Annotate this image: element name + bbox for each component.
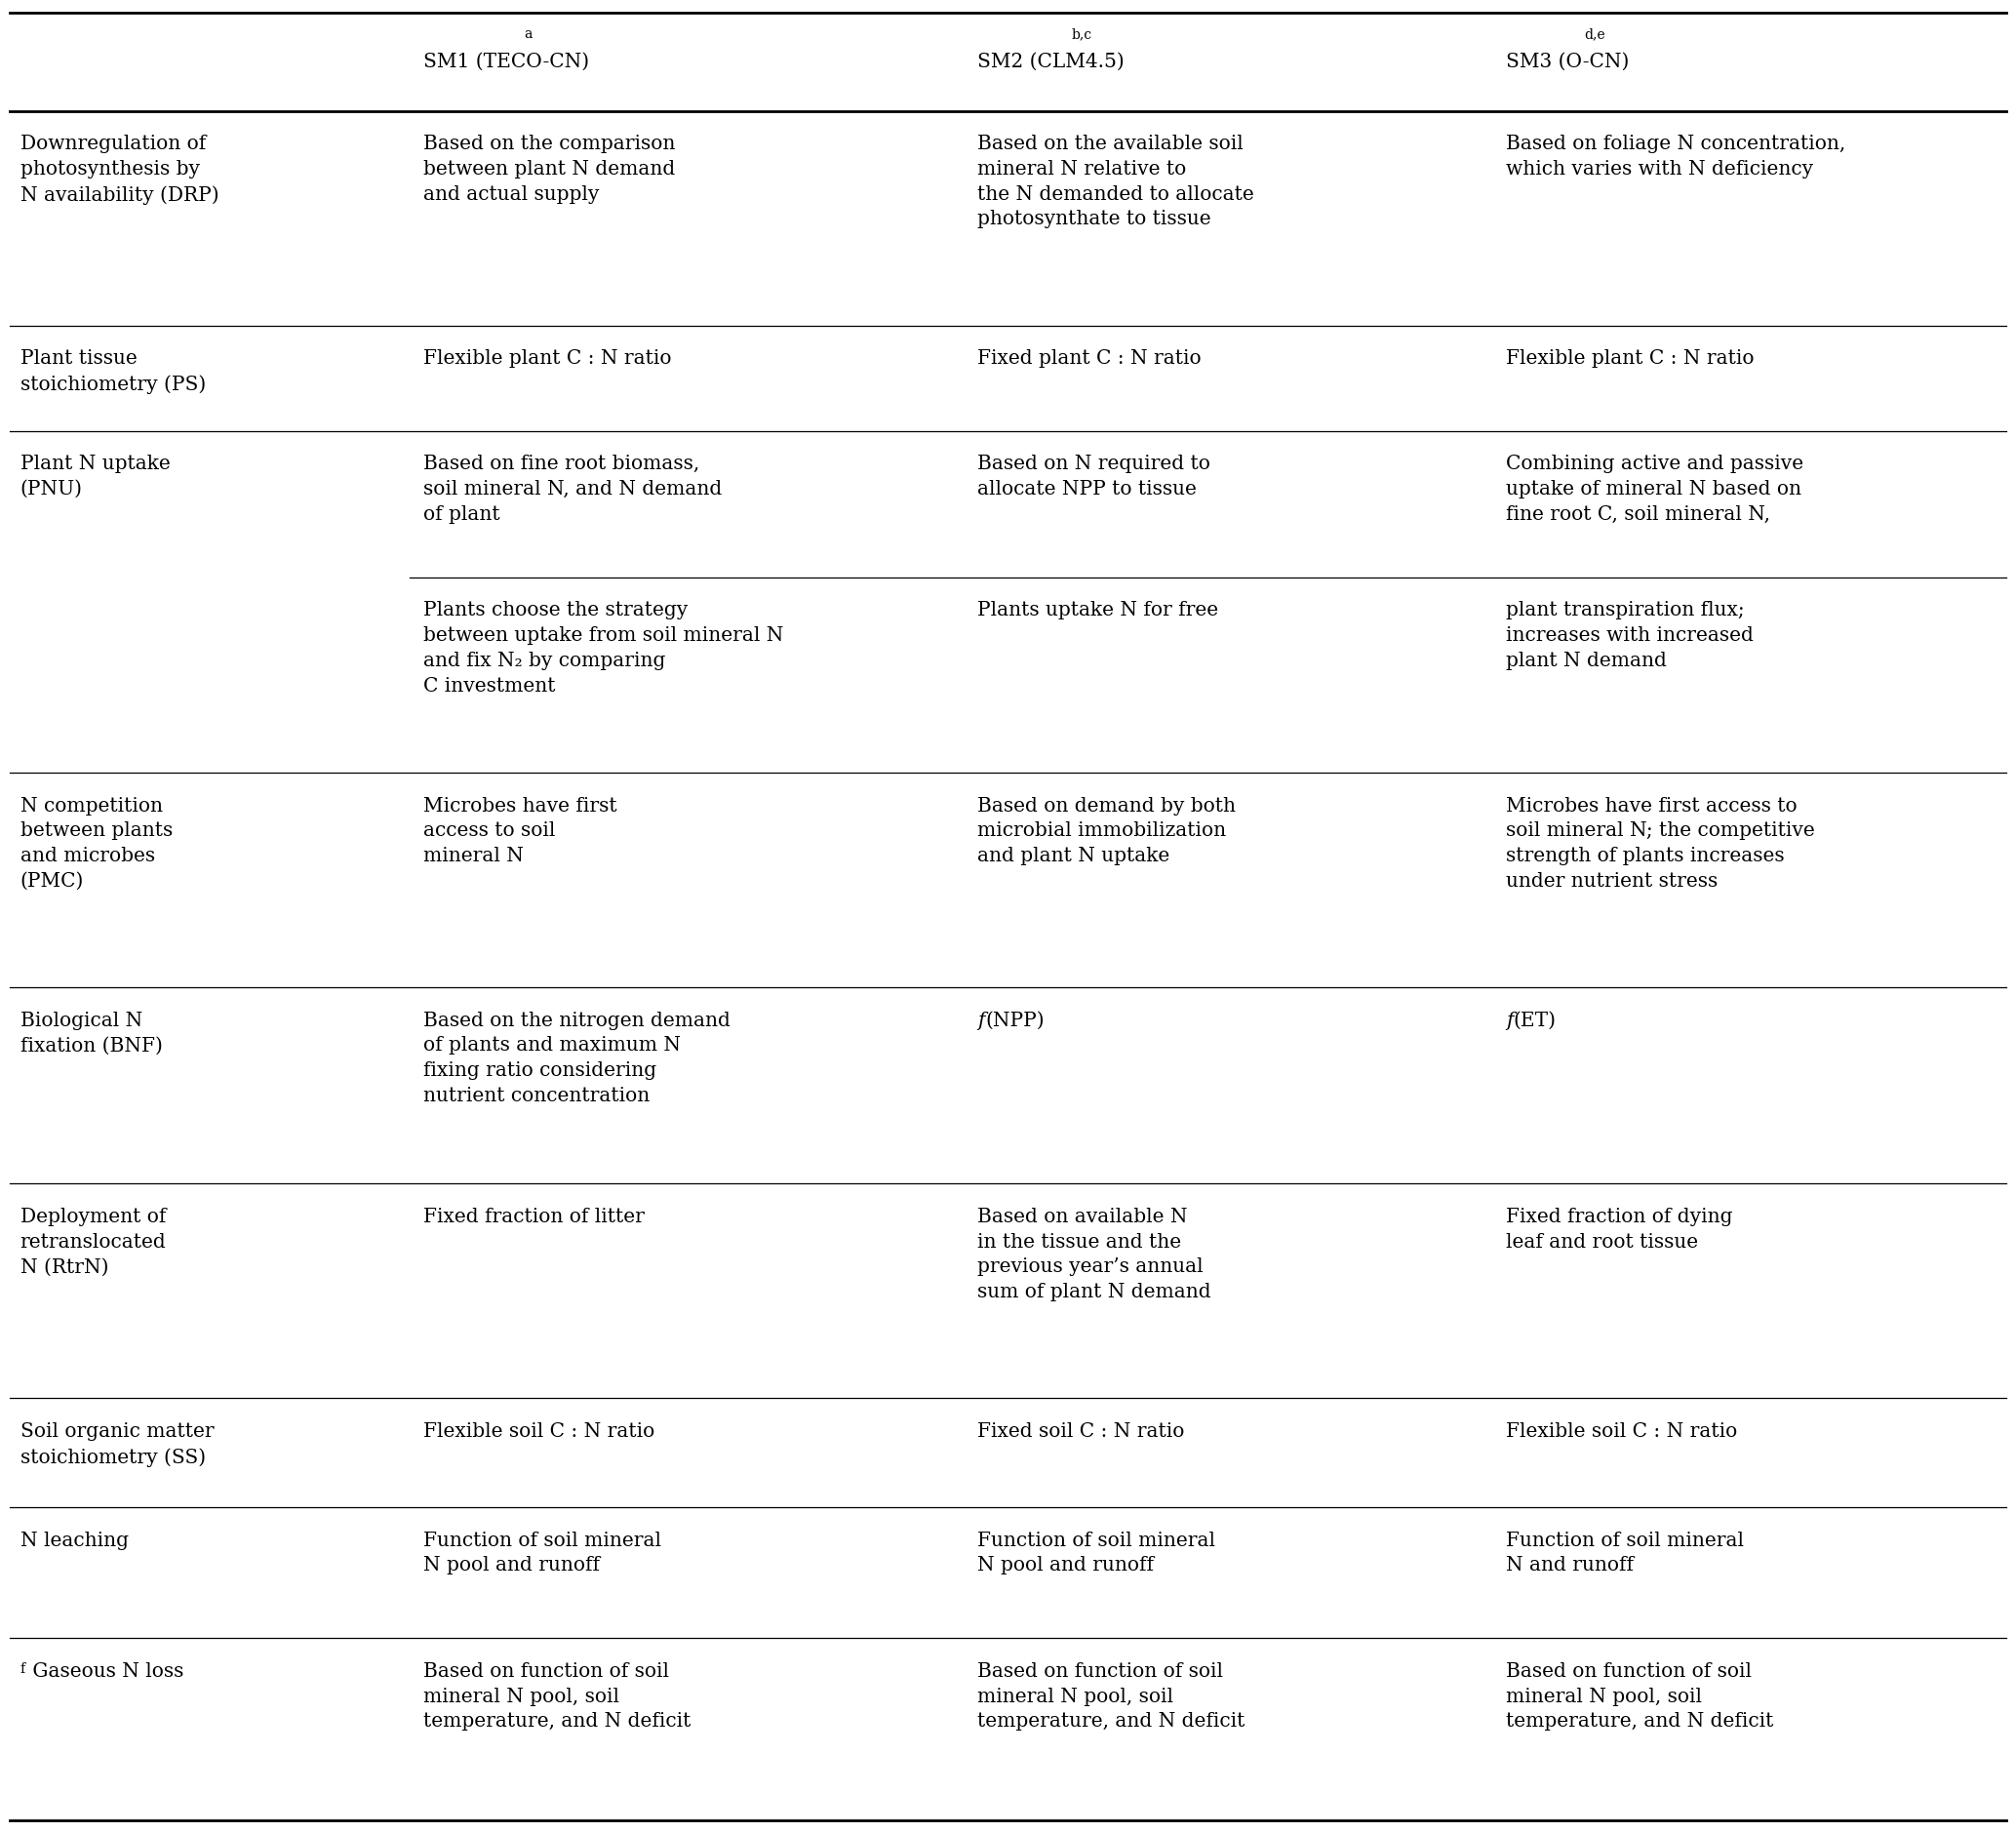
Text: Combining active and passive
uptake of mineral N based on
fine root C, soil mine: Combining active and passive uptake of m…	[1506, 455, 1804, 524]
Text: Based on fine root biomass,
soil mineral N, and N demand
of plant: Based on fine root biomass, soil mineral…	[423, 455, 722, 524]
Text: Based on function of soil
mineral N pool, soil
temperature, and N deficit: Based on function of soil mineral N pool…	[978, 1663, 1246, 1730]
Text: N leaching: N leaching	[20, 1531, 129, 1549]
Text: f: f	[20, 1663, 24, 1675]
Text: Plants uptake N for free: Plants uptake N for free	[978, 601, 1220, 620]
Text: Downregulation of
photosynthesis by
N availability (DRP): Downregulation of photosynthesis by N av…	[20, 136, 220, 205]
Text: Microbes have first
access to soil
mineral N: Microbes have first access to soil miner…	[423, 797, 617, 865]
Text: plant transpiration flux;
increases with increased
plant N demand: plant transpiration flux; increases with…	[1506, 601, 1754, 671]
Text: b,c: b,c	[1070, 27, 1093, 42]
Text: SM1 (TECO-CN): SM1 (TECO-CN)	[423, 53, 589, 71]
Text: Function of soil mineral
N pool and runoff: Function of soil mineral N pool and runo…	[978, 1531, 1216, 1575]
Text: Based on the available soil
mineral N relative to
the N demanded to allocate
pho: Based on the available soil mineral N re…	[978, 136, 1254, 229]
Text: Fixed soil C : N ratio: Fixed soil C : N ratio	[978, 1422, 1185, 1441]
Text: f: f	[1506, 1012, 1514, 1030]
Text: Flexible plant C : N ratio: Flexible plant C : N ratio	[423, 350, 671, 368]
Text: Based on demand by both
microbial immobilization
and plant N uptake: Based on demand by both microbial immobi…	[978, 797, 1236, 865]
Text: f: f	[978, 1012, 986, 1030]
Text: Fixed fraction of dying
leaf and root tissue: Fixed fraction of dying leaf and root ti…	[1506, 1208, 1732, 1252]
Text: (NPP): (NPP)	[986, 1012, 1044, 1030]
Text: Function of soil mineral
N pool and runoff: Function of soil mineral N pool and runo…	[423, 1531, 661, 1575]
Text: SM2 (CLM4.5): SM2 (CLM4.5)	[978, 53, 1125, 71]
Text: Function of soil mineral
N and runoff: Function of soil mineral N and runoff	[1506, 1531, 1744, 1575]
Text: Gaseous N loss: Gaseous N loss	[26, 1663, 183, 1681]
Text: Based on function of soil
mineral N pool, soil
temperature, and N deficit: Based on function of soil mineral N pool…	[1506, 1663, 1774, 1730]
Text: N competition
between plants
and microbes
(PMC): N competition between plants and microbe…	[20, 797, 173, 891]
Text: Flexible plant C : N ratio: Flexible plant C : N ratio	[1506, 350, 1754, 368]
Text: Fixed plant C : N ratio: Fixed plant C : N ratio	[978, 350, 1202, 368]
Text: Based on the comparison
between plant N demand
and actual supply: Based on the comparison between plant N …	[423, 136, 675, 203]
Text: Based on function of soil
mineral N pool, soil
temperature, and N deficit: Based on function of soil mineral N pool…	[423, 1663, 691, 1730]
Text: d,e: d,e	[1585, 27, 1605, 42]
Text: Biological N
fixation (BNF): Biological N fixation (BNF)	[20, 1012, 163, 1056]
Text: Flexible soil C : N ratio: Flexible soil C : N ratio	[423, 1422, 655, 1441]
Text: Plant tissue
stoichiometry (PS): Plant tissue stoichiometry (PS)	[20, 350, 206, 394]
Text: Based on the nitrogen demand
of plants and maximum N
fixing ratio considering
nu: Based on the nitrogen demand of plants a…	[423, 1012, 730, 1105]
Text: SM3 (O-CN): SM3 (O-CN)	[1506, 53, 1629, 71]
Text: a: a	[524, 27, 532, 42]
Text: Plant N uptake
(PNU): Plant N uptake (PNU)	[20, 455, 169, 499]
Text: Plants choose the strategy
between uptake from soil mineral N
and fix N₂ by comp: Plants choose the strategy between uptak…	[423, 601, 784, 695]
Text: Flexible soil C : N ratio: Flexible soil C : N ratio	[1506, 1422, 1738, 1441]
Text: Soil organic matter
stoichiometry (SS): Soil organic matter stoichiometry (SS)	[20, 1422, 214, 1466]
Text: Based on N required to
allocate NPP to tissue: Based on N required to allocate NPP to t…	[978, 455, 1212, 499]
Text: Based on available N
in the tissue and the
previous year’s annual
sum of plant N: Based on available N in the tissue and t…	[978, 1208, 1212, 1301]
Text: Based on foliage N concentration,
which varies with N deficiency: Based on foliage N concentration, which …	[1506, 136, 1845, 178]
Text: Fixed fraction of litter: Fixed fraction of litter	[423, 1208, 645, 1226]
Text: Microbes have first access to
soil mineral N; the competitive
strength of plants: Microbes have first access to soil miner…	[1506, 797, 1814, 891]
Text: (ET): (ET)	[1514, 1012, 1556, 1030]
Text: Deployment of
retranslocated
N (RtrN): Deployment of retranslocated N (RtrN)	[20, 1208, 165, 1276]
